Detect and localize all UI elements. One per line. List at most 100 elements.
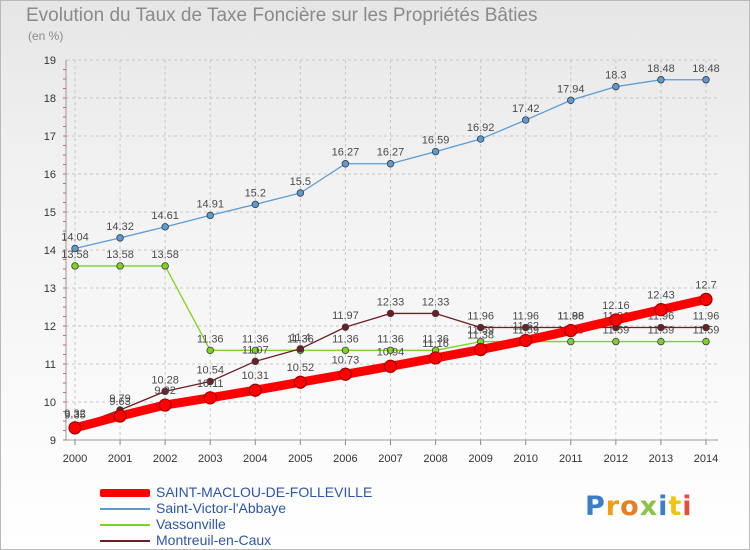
data-label-saint_maclou: 9.92 [154,385,175,397]
data-point-saint_victor [251,200,259,209]
data-point-saint_maclou [519,333,533,348]
data-point-vassonville [386,346,395,355]
data-point-vassonville [657,337,665,346]
y-tick-label: 9 [50,435,56,447]
y-tick-label: 16 [44,169,56,181]
data-point-saint_victor [296,189,305,197]
y-tick-label: 19 [44,55,56,67]
data-point-saint_victor [702,76,710,84]
x-tick-label: 2004 [243,453,267,465]
data-point-saint_victor [657,76,665,84]
data-label-montreuil: 9.35 [64,410,85,422]
logo-letter: o [620,491,640,522]
data-label-saint_victor: 16.27 [332,147,360,159]
data-point-vassonville [161,262,169,270]
data-point-saint_maclou [158,398,172,412]
data-point-vassonville [116,262,124,270]
data-point-montreuil [702,323,710,332]
data-label-saint_maclou: 10.73 [332,354,360,366]
data-point-saint_maclou [68,421,82,435]
y-tick-label: 18 [44,93,56,105]
x-tick-label: 2005 [288,453,312,465]
y-tick-label: 13 [44,283,56,295]
y-tick-label: 12 [44,321,56,333]
data-point-montreuil [522,323,530,332]
data-label-vassonville: 11.36 [287,333,314,345]
data-label-montreuil: 11.96 [512,311,539,323]
y-tick-label: 15 [44,207,56,219]
data-label-vassonville: 11.36 [197,333,224,345]
data-point-montreuil [206,377,214,386]
x-tick-label: 2014 [694,453,718,465]
x-tick-label: 2011 [559,453,583,465]
data-point-saint_victor [386,160,395,168]
x-tick-label: 2009 [468,453,492,465]
chart-title: Evolution du Taux de Taxe Foncière sur l… [26,5,538,26]
data-point-saint_victor [567,96,575,104]
data-point-saint_victor [476,135,485,143]
data-point-saint_victor [206,211,214,220]
data-label-saint_maclou: 10.31 [242,370,270,382]
data-label-saint_victor: 14.32 [106,221,134,233]
y-tick-label: 17 [44,131,56,143]
data-label-saint_maclou: 12.16 [602,300,630,312]
data-label-saint_maclou: 11.16 [422,338,449,350]
data-point-saint_maclou [564,323,578,338]
data-label-saint_victor: 14.91 [196,198,224,210]
data-point-vassonville [71,262,79,270]
data-point-saint_victor [116,234,124,242]
data-point-saint_victor [431,147,440,156]
y-tick-label: 10 [44,397,56,409]
x-tick-label: 2012 [604,453,628,465]
data-label-saint_maclou: 12.7 [695,279,716,291]
data-point-saint_maclou [428,351,443,365]
logo-letter: i [658,491,669,522]
data-label-saint_victor: 14.04 [61,231,89,243]
data-point-montreuil [386,309,395,318]
data-label-montreuil: 11.4 [290,332,311,344]
data-point-saint_victor [522,116,530,124]
x-tick-label: 2007 [378,453,402,465]
data-label-vassonville: 11.36 [422,333,449,345]
legend-label: SAINT-MACLOU-DE-FOLLEVILLE [156,484,373,500]
data-point-saint_maclou [383,359,398,373]
data-point-montreuil [251,357,259,366]
data-point-saint_victor [612,82,620,91]
logo-letter: t [668,491,683,522]
data-point-montreuil [296,345,305,353]
x-tick-label: 2002 [153,453,177,465]
data-point-vassonville [206,346,214,355]
legend-label: Saint-Victor-l'Abbaye [156,500,287,516]
data-point-saint_maclou [113,409,127,423]
legend-label: Vassonville [156,516,226,532]
y-tick-label: 14 [44,245,56,257]
data-label-saint_maclou: 11.62 [512,320,539,332]
legend-swatch [100,508,150,510]
x-tick-label: 2003 [198,453,222,465]
data-point-vassonville [341,346,350,355]
data-label-vassonville: 13.58 [151,249,179,261]
data-label-montreuil: 12.33 [422,296,450,308]
data-label-saint_maclou: 9.63 [109,396,130,408]
data-label-montreuil: 9.79 [109,393,130,405]
data-label-saint_victor: 16.27 [377,147,405,159]
data-point-saint_maclou [338,367,353,381]
data-point-saint_maclou [293,375,307,389]
data-point-saint_maclou [654,303,668,317]
data-point-montreuil [657,323,665,332]
data-label-montreuil: 11.96 [693,311,720,323]
legend-swatch [100,489,150,497]
data-label-saint_maclou: 10.52 [287,362,315,374]
data-label-vassonville: 13.58 [61,249,89,261]
logo-letter: r [605,491,621,522]
data-point-vassonville [567,337,575,346]
data-point-vassonville [612,337,620,346]
data-point-saint_victor [161,223,169,231]
data-point-saint_maclou [609,313,623,327]
data-label-saint_victor: 16.59 [422,135,450,147]
data-label-saint_victor: 18.48 [692,63,720,75]
data-label-saint_maclou: 11.38 [467,330,494,342]
data-label-vassonville: 11.36 [377,333,404,345]
